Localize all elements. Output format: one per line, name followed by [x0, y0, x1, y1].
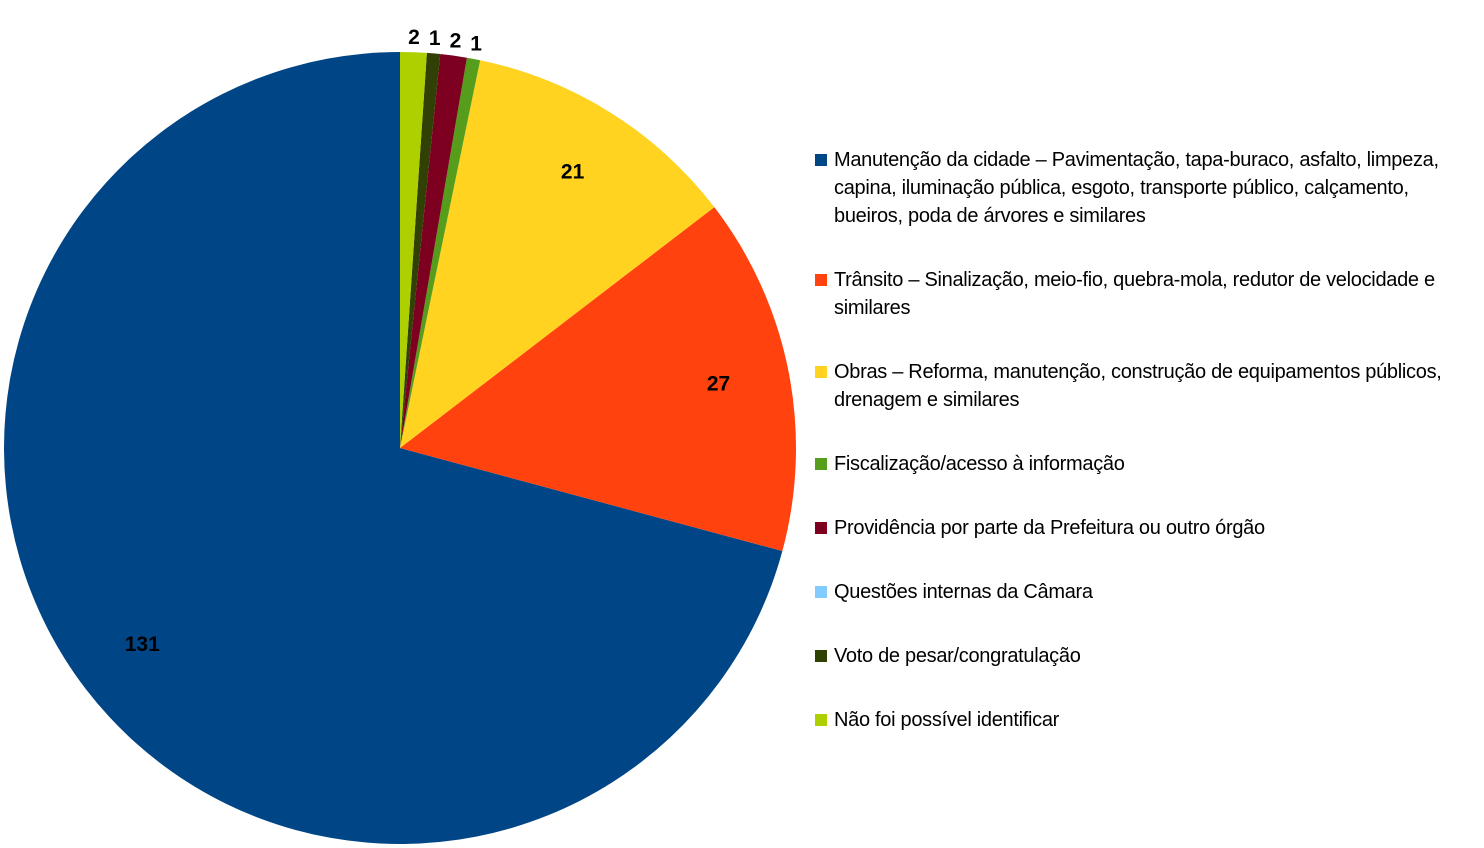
legend-label: Voto de pesar/congratulação	[834, 645, 1081, 667]
pie-slice	[400, 52, 427, 448]
legend-item: Providência por parte da Prefeitura ou o…	[813, 514, 1473, 542]
data-label: 21	[561, 160, 585, 183]
legend-label: Fiscalização/acesso à informação	[834, 453, 1125, 475]
pie-slice	[4, 52, 783, 844]
legend-swatch	[815, 458, 827, 470]
legend-item: Obras – Reforma, manutenção, construção …	[813, 358, 1473, 414]
legend-item: Não foi possível identificar	[813, 706, 1473, 734]
legend-swatch	[815, 522, 827, 534]
pie-slice	[400, 207, 796, 552]
data-label: 1	[470, 33, 482, 56]
data-label: 27	[707, 373, 730, 396]
legend-swatch	[815, 274, 827, 286]
legend-swatch	[815, 586, 827, 598]
legend: Manutenção da cidade – Pavimentação, tap…	[813, 146, 1473, 770]
legend-label: Obras – Reforma, manutenção, construção …	[834, 361, 1442, 411]
legend-item: Voto de pesar/congratulação	[813, 642, 1473, 670]
legend-label: Trânsito – Sinalização, meio-fio, quebra…	[834, 269, 1435, 319]
data-label: 2	[408, 26, 420, 49]
legend-item: Fiscalização/acesso à informação	[813, 450, 1473, 478]
data-label: 131	[125, 633, 160, 656]
pie-slice	[400, 57, 481, 448]
legend-label: Não foi possível identificar	[834, 709, 1060, 731]
legend-swatch	[815, 366, 827, 378]
legend-label: Providência por parte da Prefeitura ou o…	[834, 517, 1265, 539]
legend-swatch	[815, 650, 827, 662]
pie-slice	[400, 60, 715, 448]
pie-slice	[400, 52, 441, 449]
data-label: 1	[429, 27, 441, 50]
legend-item: Trânsito – Sinalização, meio-fio, quebra…	[813, 266, 1473, 322]
data-label: 2	[450, 29, 462, 52]
legend-item: Questões internas da Câmara	[813, 578, 1473, 606]
pie-slice	[400, 54, 467, 449]
legend-swatch	[815, 154, 827, 166]
legend-label: Manutenção da cidade – Pavimentação, tap…	[834, 149, 1439, 227]
legend-label: Questões internas da Câmara	[834, 581, 1093, 603]
legend-item: Manutenção da cidade – Pavimentação, tap…	[813, 146, 1473, 230]
legend-swatch	[815, 714, 827, 726]
